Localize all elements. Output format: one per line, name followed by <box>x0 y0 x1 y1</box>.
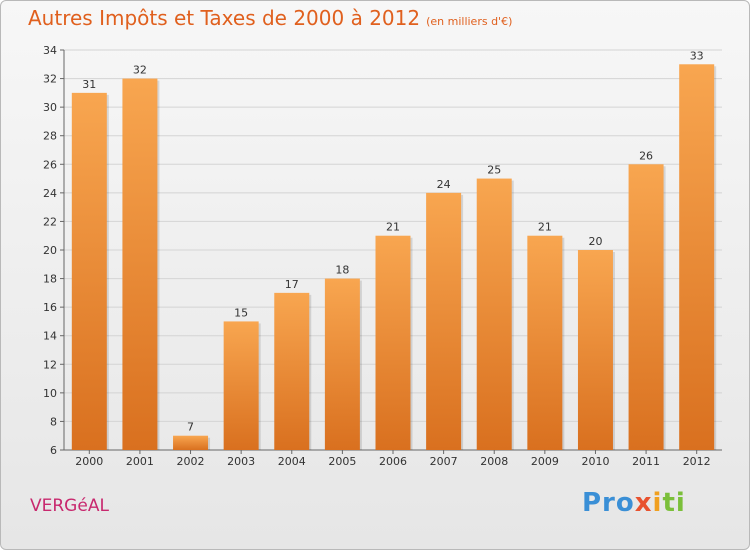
y-tick-label: 18 <box>43 273 57 286</box>
data-label: 21 <box>386 221 400 234</box>
data-label: 21 <box>538 221 552 234</box>
data-label: 33 <box>690 49 704 62</box>
y-tick-label: 20 <box>43 244 57 257</box>
x-tick-label: 2010 <box>581 455 609 468</box>
x-tick-label: 2000 <box>75 455 103 468</box>
x-tick-label: 2012 <box>683 455 711 468</box>
x-tick-label: 2001 <box>126 455 154 468</box>
x-tick-label: 2002 <box>177 455 205 468</box>
y-tick-label: 14 <box>43 330 57 343</box>
data-label: 15 <box>234 306 248 319</box>
bar <box>71 92 107 450</box>
labels: 6 8 10 12 14 16 18 20 22 24 26 28 30 32 34 31 2000 32 2001… <box>43 44 711 468</box>
bar <box>679 64 715 451</box>
y-tick-label: 10 <box>43 387 57 400</box>
x-tick-label: 2005 <box>328 455 356 468</box>
x-tick-label: 2007 <box>430 455 458 468</box>
y-tick-label: 34 <box>43 44 57 57</box>
logo-part-1: Pro <box>582 488 635 518</box>
chart-subtitle: (en milliers d'€) <box>426 15 513 28</box>
y-tick-label: 24 <box>43 187 57 200</box>
bar <box>122 78 158 451</box>
bar <box>223 321 259 450</box>
y-tick-label: 28 <box>43 130 57 143</box>
bar <box>324 278 360 450</box>
bar <box>577 250 613 450</box>
logo-part-2: x <box>634 488 653 518</box>
data-label: 25 <box>487 164 501 177</box>
bar <box>476 178 512 451</box>
bar <box>527 235 563 450</box>
bar <box>173 435 209 450</box>
chart-title-text: Autres Impôts et Taxes de 2000 à 2012 <box>28 6 421 30</box>
data-label: 24 <box>437 178 451 191</box>
data-label: 20 <box>588 235 602 248</box>
logo-part-4: ti <box>662 488 686 518</box>
bar <box>274 292 310 450</box>
bar <box>426 192 462 450</box>
chart-title: Autres Impôts et Taxes de 2000 à 2012 (en… <box>28 6 512 30</box>
y-tick-label: 16 <box>43 301 57 314</box>
y-tick-label: 6 <box>50 444 57 457</box>
y-tick-label: 30 <box>43 101 57 114</box>
data-label: 32 <box>133 64 147 77</box>
place-name: VERGéAL <box>30 496 109 516</box>
proxiti-logo: Proxiti <box>582 488 686 518</box>
data-label: 31 <box>82 78 96 91</box>
data-label: 7 <box>187 421 194 434</box>
x-tick-label: 2011 <box>632 455 660 468</box>
bars <box>71 64 717 451</box>
logo-part-3: i <box>652 488 663 518</box>
y-tick-label: 26 <box>43 158 57 171</box>
x-tick-label: 2006 <box>379 455 407 468</box>
data-label: 18 <box>335 264 349 277</box>
y-tick-label: 22 <box>43 215 57 228</box>
x-tick-label: 2003 <box>227 455 255 468</box>
data-label: 17 <box>285 278 299 291</box>
y-tick-label: 32 <box>43 73 57 86</box>
bar <box>375 235 411 450</box>
y-tick-label: 8 <box>50 415 57 428</box>
y-tick-label: 12 <box>43 358 57 371</box>
data-label: 26 <box>639 149 653 162</box>
x-tick-label: 2008 <box>480 455 508 468</box>
bar <box>628 164 664 451</box>
x-tick-label: 2009 <box>531 455 559 468</box>
x-tick-label: 2004 <box>278 455 306 468</box>
